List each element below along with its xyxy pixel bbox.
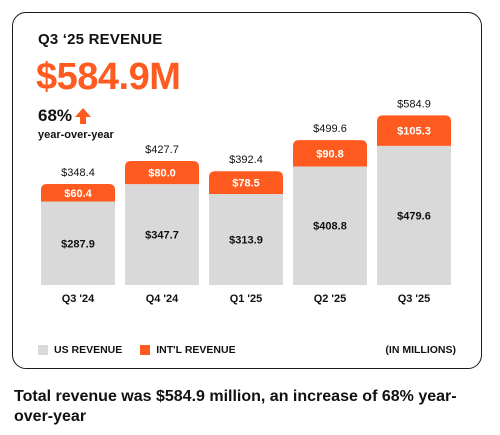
label-us-1: $347.7 (145, 230, 179, 242)
legend-label-intl: INT'L REVENUE (156, 344, 236, 356)
x-tick-4: Q3 '25 (398, 293, 431, 305)
bar-us-3 (293, 166, 367, 285)
bar-us-1 (125, 184, 199, 285)
label-intl-3: $90.8 (316, 148, 344, 160)
label-us-2: $313.9 (229, 234, 263, 246)
bar-us-0 (41, 201, 115, 285)
bar-intl-2 (209, 171, 283, 194)
bar-intl-0 (41, 183, 115, 202)
label-intl-2: $78.5 (232, 178, 260, 190)
label-us-0: $287.9 (61, 238, 95, 250)
growth-indicator: 68% (38, 106, 92, 126)
up-arrow-icon (75, 108, 92, 124)
chart-legend: US REVENUE INT'L REVENUE (38, 344, 254, 356)
bar-us-2 (209, 193, 283, 285)
label-us-3: $408.8 (313, 221, 347, 233)
legend-label-us: US REVENUE (54, 344, 123, 356)
label-total-2: $392.4 (229, 154, 263, 166)
legend-item-us: US REVENUE (38, 344, 122, 356)
units-note: (IN MILLIONS) (385, 344, 456, 356)
label-intl-4: $105.3 (397, 126, 431, 138)
legend-swatch-intl (140, 345, 151, 355)
bar-intl-3 (293, 140, 367, 167)
x-tick-3: Q2 '25 (314, 293, 347, 305)
label-intl-0: $60.4 (64, 188, 92, 200)
bar-us-4 (377, 145, 451, 285)
label-total-0: $348.4 (61, 167, 95, 179)
label-intl-1: $80.0 (148, 168, 176, 180)
x-tick-1: Q4 '24 (146, 293, 179, 305)
x-tick-2: Q1 '25 (230, 293, 263, 305)
growth-percent: 68% (38, 106, 73, 125)
summary-caption: Total revenue was $584.9 million, an inc… (14, 388, 457, 425)
growth-label: year-over-year (38, 129, 114, 141)
card-title: Q3 ‘25 REVENUE (38, 31, 163, 48)
label-us-4: $479.6 (397, 210, 431, 222)
x-tick-0: Q3 '24 (62, 293, 95, 305)
label-total-3: $499.6 (313, 123, 347, 135)
legend-item-intl: INT'L REVENUE (140, 344, 236, 356)
bar-intl-4 (377, 115, 451, 146)
label-total-1: $427.7 (145, 144, 179, 156)
headline-revenue: $584.9M (36, 56, 181, 98)
legend-swatch-us (38, 345, 48, 355)
bar-intl-1 (125, 160, 199, 185)
label-total-4: $584.9 (397, 98, 431, 110)
